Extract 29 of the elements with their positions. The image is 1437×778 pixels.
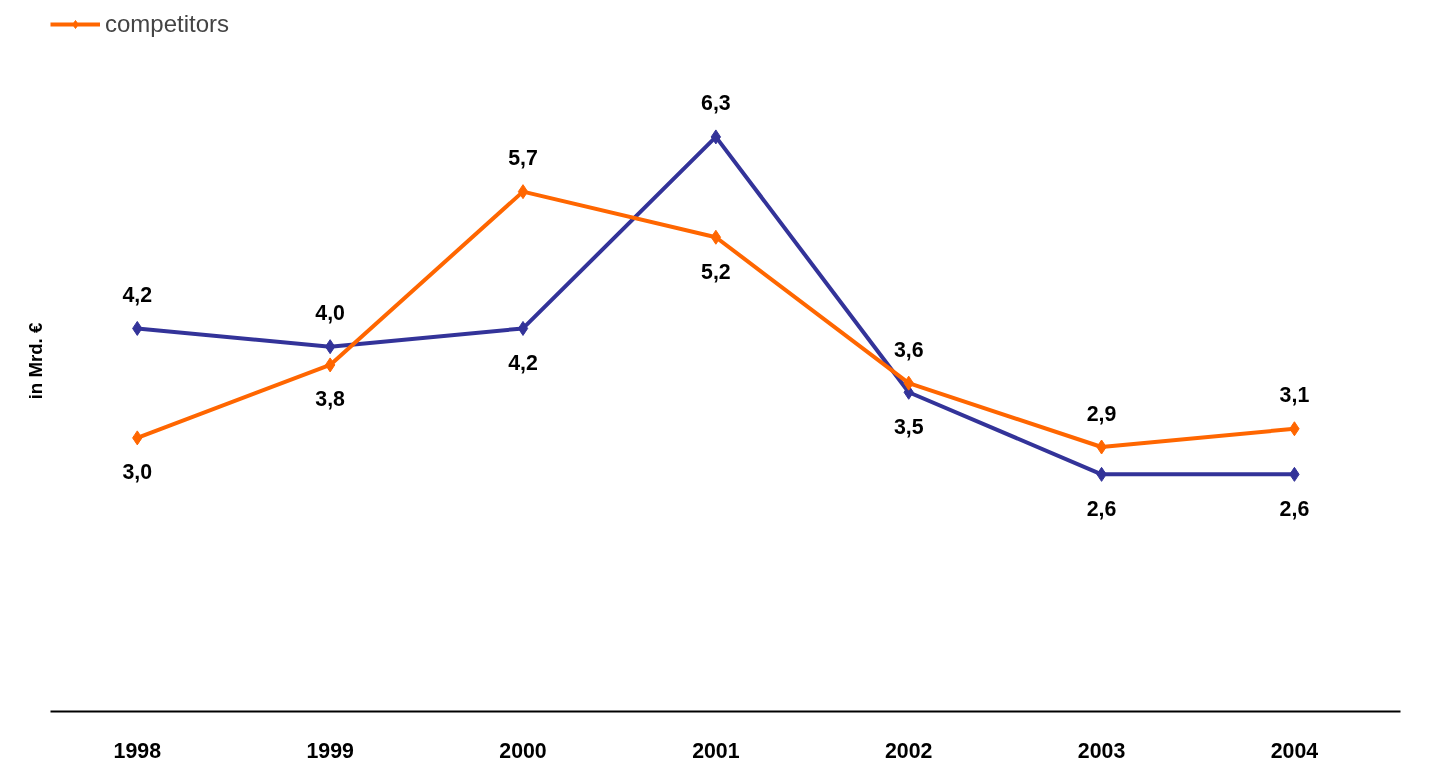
data-label: 2,9 bbox=[1086, 401, 1117, 426]
x-tick-label: 2002 bbox=[884, 738, 933, 763]
data-label: 3,0 bbox=[122, 460, 153, 485]
x-tick-label: 2001 bbox=[692, 738, 740, 763]
y-axis-title: in Mrd. € bbox=[24, 322, 46, 400]
data-label: 3,5 bbox=[893, 414, 924, 439]
point bbox=[517, 184, 529, 200]
x-tick-label: 1999 bbox=[306, 738, 354, 763]
data-label: 2,6 bbox=[1279, 496, 1310, 521]
x-tick-label: 2000 bbox=[499, 738, 547, 763]
x-tick-label: 2004 bbox=[1270, 738, 1319, 763]
x-tick-label: 2003 bbox=[1077, 738, 1126, 763]
data-label: 3,1 bbox=[1279, 383, 1310, 408]
data-label: 6,3 bbox=[701, 91, 731, 116]
point bbox=[324, 357, 336, 373]
point bbox=[324, 339, 336, 355]
data-label: 4,0 bbox=[315, 301, 345, 326]
legend-label: competitors bbox=[105, 10, 230, 38]
data-label: 3,8 bbox=[315, 387, 346, 412]
x-tick-label: 1998 bbox=[113, 738, 162, 763]
data-label: 2,6 bbox=[1086, 496, 1117, 521]
data-label: 5,7 bbox=[508, 146, 538, 171]
data-label: 4,2 bbox=[508, 350, 538, 375]
data-label: 3,6 bbox=[893, 337, 924, 362]
data-label: 4,2 bbox=[122, 282, 153, 307]
point bbox=[710, 229, 722, 245]
point bbox=[517, 320, 529, 336]
point bbox=[710, 129, 722, 145]
data-label: 5,2 bbox=[701, 259, 731, 284]
